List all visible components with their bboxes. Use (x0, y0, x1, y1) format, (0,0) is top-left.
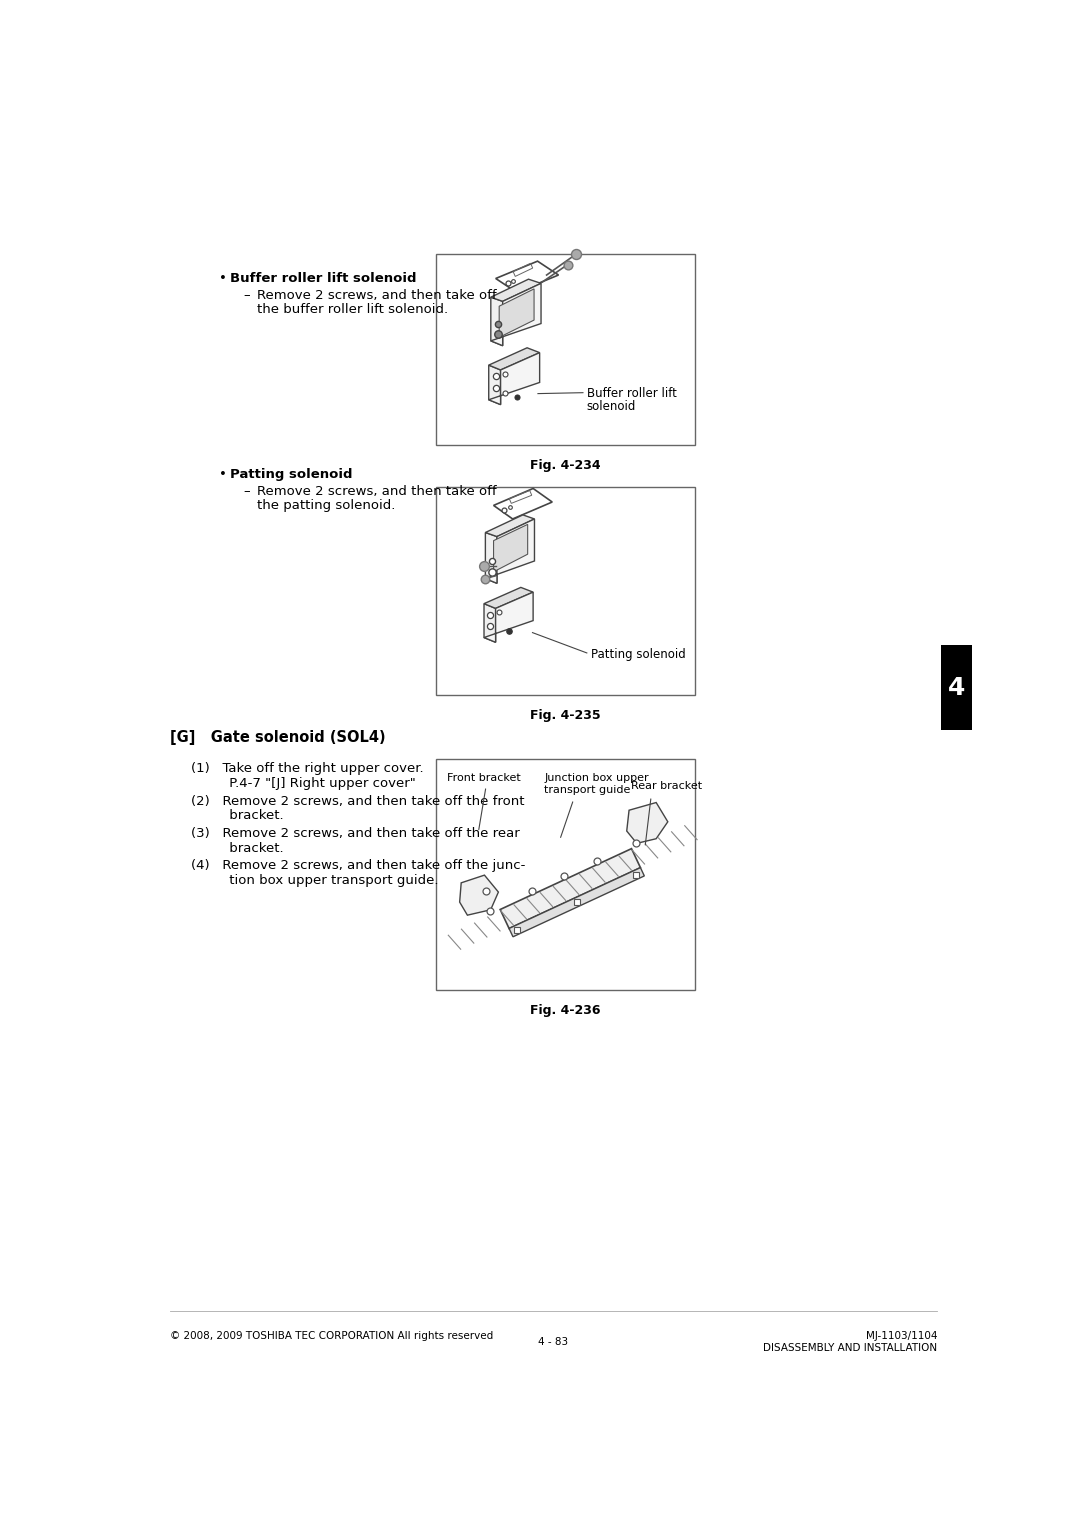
Bar (435, 253, 694, 444)
Polygon shape (490, 284, 541, 345)
Polygon shape (484, 588, 534, 608)
Text: Remove 2 screws, and then take off: Remove 2 screws, and then take off (257, 289, 497, 302)
Text: (3)   Remove 2 screws, and then take off the rear: (3) Remove 2 screws, and then take off t… (191, 828, 519, 840)
Text: bracket.: bracket. (191, 841, 283, 855)
Text: Buffer roller lift: Buffer roller lift (586, 388, 677, 400)
Text: P.4-7 "[J] Right upper cover": P.4-7 "[J] Right upper cover" (191, 777, 416, 789)
Polygon shape (460, 875, 498, 915)
Text: MJ-1103/1104: MJ-1103/1104 (866, 1330, 937, 1341)
Polygon shape (484, 603, 496, 643)
Text: –: – (243, 289, 251, 302)
Text: Fig. 4-235: Fig. 4-235 (530, 709, 600, 722)
Bar (941, 646, 972, 730)
Text: the patting solenoid.: the patting solenoid. (257, 499, 396, 512)
Polygon shape (509, 867, 645, 936)
Text: Buffer roller lift solenoid: Buffer roller lift solenoid (230, 272, 416, 286)
Text: Front bracket: Front bracket (447, 773, 521, 783)
Text: 4 - 83: 4 - 83 (539, 1336, 568, 1347)
Text: –: – (243, 486, 251, 498)
Text: [G]   Gate solenoid (SOL4): [G] Gate solenoid (SOL4) (170, 730, 386, 745)
Text: Remove 2 screws, and then take off: Remove 2 screws, and then take off (257, 486, 497, 498)
Text: © 2008, 2009 TOSHIBA TEC CORPORATION All rights reserved: © 2008, 2009 TOSHIBA TEC CORPORATION All… (170, 1330, 494, 1341)
Text: tion box upper transport guide.: tion box upper transport guide. (191, 873, 438, 887)
Polygon shape (489, 353, 540, 405)
Text: Fig. 4-234: Fig. 4-234 (530, 460, 600, 472)
Polygon shape (485, 533, 497, 583)
Polygon shape (499, 289, 535, 337)
Text: Fig. 4-236: Fig. 4-236 (530, 1005, 600, 1017)
Polygon shape (489, 348, 540, 370)
Text: 4: 4 (948, 675, 966, 699)
Text: bracket.: bracket. (191, 809, 283, 822)
Polygon shape (485, 519, 535, 583)
Text: (1)   Take off the right upper cover.: (1) Take off the right upper cover. (191, 762, 423, 776)
Text: solenoid: solenoid (586, 400, 636, 412)
Text: •: • (218, 272, 227, 286)
Text: the buffer roller lift solenoid.: the buffer roller lift solenoid. (257, 302, 448, 316)
Text: (2)   Remove 2 screws, and then take off the front: (2) Remove 2 screws, and then take off t… (191, 794, 524, 808)
Polygon shape (485, 515, 535, 536)
Polygon shape (494, 524, 528, 571)
Text: Patting solenoid: Patting solenoid (230, 469, 352, 481)
Text: (4)   Remove 2 screws, and then take off the junc-: (4) Remove 2 screws, and then take off t… (191, 860, 525, 872)
Polygon shape (484, 592, 534, 643)
Text: DISASSEMBLY AND INSTALLATION: DISASSEMBLY AND INSTALLATION (762, 1342, 937, 1353)
Text: Rear bracket: Rear bracket (631, 780, 702, 791)
Bar (435, 759, 694, 989)
Polygon shape (490, 279, 541, 301)
Polygon shape (626, 803, 667, 843)
Text: transport guide: transport guide (544, 785, 631, 796)
Polygon shape (489, 365, 501, 405)
Text: Junction box upper: Junction box upper (544, 773, 649, 783)
Text: •: • (218, 469, 227, 481)
Polygon shape (500, 849, 640, 928)
Bar (435, 487, 694, 695)
Polygon shape (490, 298, 502, 345)
Text: Patting solenoid: Patting solenoid (591, 647, 686, 661)
